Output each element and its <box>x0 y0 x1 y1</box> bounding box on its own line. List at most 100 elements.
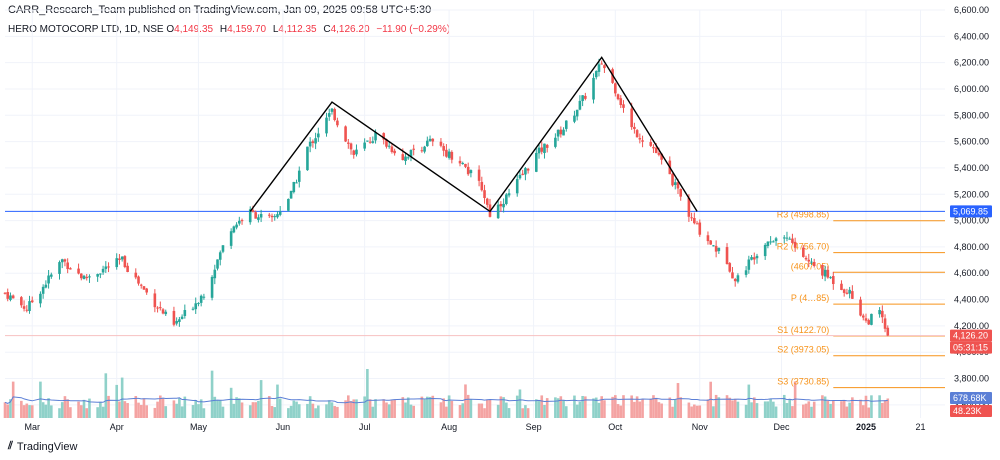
volume-bar <box>821 395 824 418</box>
candle-body <box>485 198 489 205</box>
candle-body <box>85 276 89 279</box>
candle-body <box>202 296 206 298</box>
volume-bar <box>175 403 178 418</box>
volume-bar <box>3 402 7 418</box>
volume-bar <box>63 396 67 418</box>
volume-bar <box>221 406 225 418</box>
y-tick-label: 4,400.00 <box>954 295 989 305</box>
candle-body <box>161 309 165 314</box>
volume-bar <box>458 405 462 418</box>
x-tick-label: 2025 <box>856 422 876 432</box>
candle-body <box>248 209 252 223</box>
candle-body <box>635 130 639 138</box>
volume-bar <box>695 405 699 418</box>
candle-body <box>115 258 119 268</box>
candle-body <box>325 117 328 134</box>
candle-body <box>137 276 140 284</box>
volume-bar <box>314 408 317 418</box>
candle-body <box>725 247 729 264</box>
pattern-lines[interactable] <box>249 56 698 213</box>
candle-body <box>99 273 102 275</box>
volume-bar <box>232 403 236 418</box>
candle-body <box>295 182 298 184</box>
candle-body <box>156 307 159 309</box>
volume-bar <box>420 396 424 418</box>
candle-body <box>199 295 203 303</box>
x-tick-label: Sep <box>526 422 542 432</box>
candle-body <box>251 210 255 212</box>
volume-bar <box>687 402 691 418</box>
candle-body <box>717 247 721 252</box>
volume-bar <box>287 408 290 418</box>
candle-body <box>238 220 241 224</box>
x-tick-label: Mar <box>24 422 40 432</box>
volume-bar <box>480 403 484 418</box>
volume-bar <box>515 395 519 418</box>
candle-body <box>641 140 644 142</box>
candle-body <box>499 203 503 207</box>
candle-body <box>159 307 162 309</box>
candle-body <box>289 190 293 199</box>
candle-body <box>420 150 424 152</box>
candle-body <box>276 214 279 218</box>
y-tick-label: 4,200.00 <box>954 321 989 331</box>
horizontal-line[interactable] <box>5 210 945 337</box>
high-value: 4,159.70 <box>227 24 267 35</box>
candle-body <box>423 146 426 152</box>
volume-bar <box>60 402 64 418</box>
candle-body <box>594 71 598 78</box>
candle-body <box>461 163 465 165</box>
volume-bar <box>194 399 198 418</box>
candle-body <box>633 126 636 130</box>
candle-body <box>861 315 865 318</box>
volume-bar <box>802 404 805 418</box>
volume-bar <box>845 406 849 418</box>
volume-bar <box>387 404 391 418</box>
candle-body <box>823 269 827 277</box>
low-value: 4,112.35 <box>278 24 317 35</box>
volume-bar <box>66 399 69 418</box>
volume-bar <box>496 404 500 418</box>
x-tick-label: Aug <box>441 422 457 432</box>
volume-bar <box>368 399 372 418</box>
candle-body <box>126 265 129 272</box>
volume-bar <box>600 396 603 418</box>
volume-bar <box>20 400 23 418</box>
volume-bar <box>267 396 271 418</box>
volume-bar <box>107 395 110 418</box>
candle-body <box>597 64 601 72</box>
candle-body <box>371 141 375 143</box>
candle-body <box>575 109 579 117</box>
candle-body <box>464 163 467 167</box>
candle-body <box>802 247 805 257</box>
candle-body <box>366 140 369 142</box>
candle-body <box>592 77 595 100</box>
volume-bar <box>804 403 808 418</box>
candle-body <box>622 104 625 108</box>
volume-bar <box>183 396 187 418</box>
candle-body <box>352 150 356 155</box>
candle-body <box>197 303 200 305</box>
candle-body <box>483 190 486 199</box>
volume-bar <box>69 407 72 418</box>
volume-bar <box>823 396 827 418</box>
candle-body <box>183 310 187 316</box>
volume-bar <box>25 403 29 418</box>
candle-body <box>564 120 568 129</box>
volume-bar <box>556 398 560 418</box>
tradingview-logo[interactable]: ⫽ TradingView <box>8 440 77 453</box>
candle-body <box>878 309 881 315</box>
volume-bar <box>485 399 489 418</box>
volume-bar <box>657 402 661 418</box>
open-value: 4,149.35 <box>174 24 214 35</box>
volume-bar <box>829 403 832 418</box>
candle-body <box>25 309 29 311</box>
candle-body <box>77 268 80 274</box>
candle-body <box>616 94 620 100</box>
volume-bar <box>412 405 415 418</box>
candle-body <box>793 241 797 248</box>
volume-bar <box>622 395 625 418</box>
volume-bar <box>156 401 159 418</box>
candle-body <box>603 65 606 69</box>
